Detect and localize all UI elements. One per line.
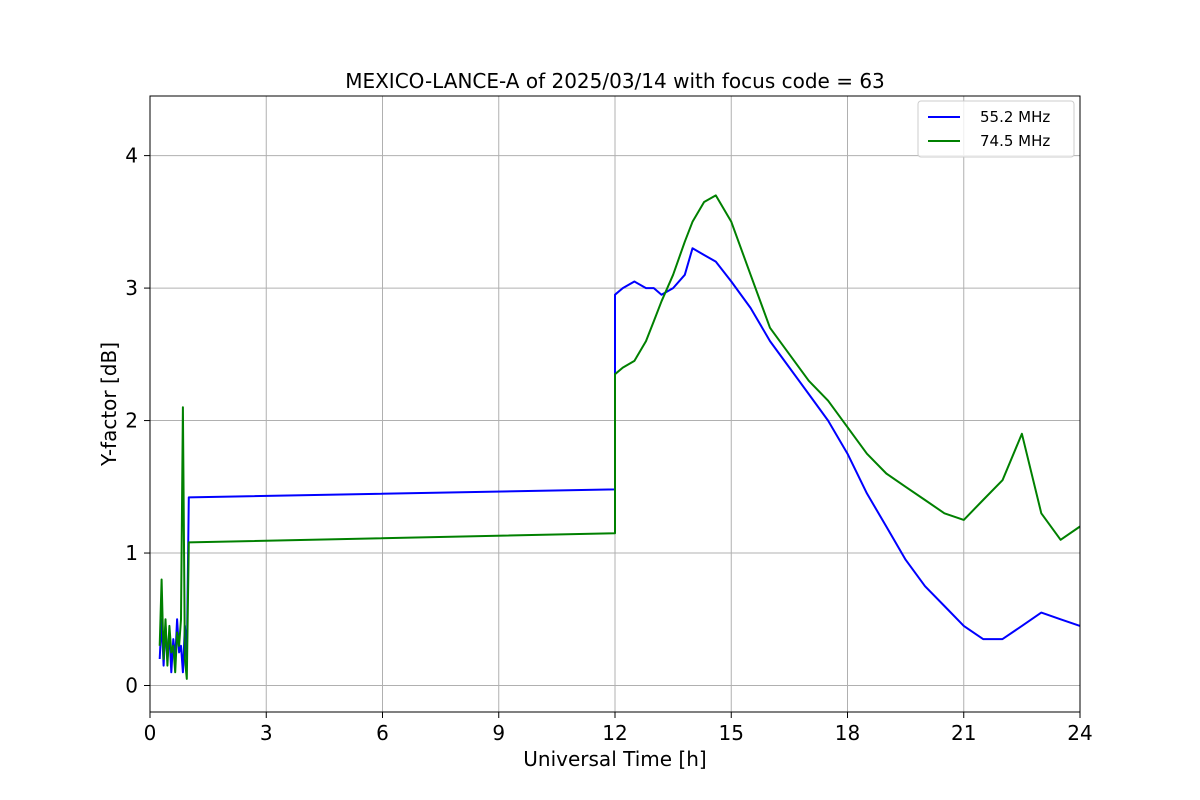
y-axis-title: Y-factor [dB] bbox=[97, 342, 121, 467]
x-axis-title: Universal Time [h] bbox=[523, 747, 706, 771]
x-tick-label: 18 bbox=[835, 721, 860, 745]
y-tick-label: 0 bbox=[125, 674, 138, 698]
x-tick-label: 0 bbox=[144, 721, 157, 745]
x-tick-label: 9 bbox=[492, 721, 505, 745]
y-tick-label: 2 bbox=[125, 409, 138, 433]
legend: 55.2 MHz 74.5 MHz bbox=[917, 100, 1075, 158]
legend-label: 74.5 MHz bbox=[980, 132, 1050, 150]
y-tick-label: 1 bbox=[125, 541, 138, 565]
x-tick-label: 24 bbox=[1067, 721, 1092, 745]
series-layer bbox=[158, 194, 1081, 680]
y-tick-label: 3 bbox=[125, 276, 138, 300]
x-tick-label: 3 bbox=[260, 721, 273, 745]
x-tick-label: 15 bbox=[719, 721, 744, 745]
chart-title: MEXICO-LANCE-A of 2025/03/14 with focus … bbox=[345, 69, 885, 93]
legend-box bbox=[917, 100, 1075, 158]
x-tick-label: 6 bbox=[376, 721, 389, 745]
legend-label: 55.2 MHz bbox=[980, 108, 1050, 126]
series-line-2 bbox=[158, 194, 1081, 680]
x-tick-label: 12 bbox=[602, 721, 627, 745]
y-tick-label: 4 bbox=[125, 144, 138, 168]
x-tick-label: 21 bbox=[951, 721, 976, 745]
